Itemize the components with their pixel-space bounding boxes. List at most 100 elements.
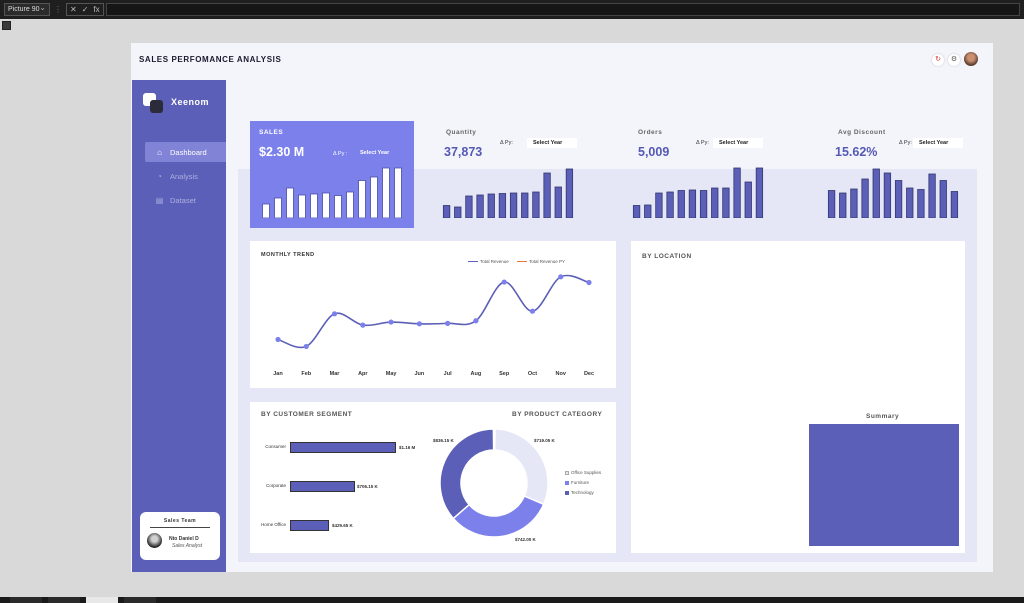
sheet-tab-analysis[interactable] [48, 597, 80, 603]
kpi-py-label: Δ Py: [899, 140, 912, 146]
chart-icon: ◔ [157, 171, 162, 181]
segment-bar[interactable] [290, 442, 396, 453]
segment-value: $1.16 M [399, 445, 416, 450]
kpi-bar [711, 187, 719, 218]
sidebar-item-label: Dashboard [170, 147, 207, 157]
kpi-bar [487, 193, 495, 218]
kpi-bar [699, 190, 708, 218]
legend-label: Technology [571, 490, 594, 495]
summary-box[interactable] [809, 424, 959, 546]
year-select[interactable]: Select Year [913, 138, 963, 148]
data-point[interactable] [360, 322, 366, 328]
kpi-bar [358, 180, 366, 218]
segment-bar[interactable] [290, 481, 355, 492]
cancel-icon[interactable]: ✕ [70, 5, 77, 14]
kpi-bar [950, 191, 959, 218]
name-box[interactable]: Picture 90 [4, 2, 50, 16]
monthly-trend-panel: MONTHLY TREND Total Revenue Total Revenu… [250, 241, 616, 388]
data-point[interactable] [303, 343, 309, 350]
dashboard-picture[interactable]: SALES PERFOMANCE ANALYSIS ↻ ⚙ Xeenom ⌂ D… [131, 43, 993, 572]
sidebar-item-dashboard[interactable]: ⌂ Dashboard [145, 142, 226, 162]
data-point[interactable] [416, 321, 422, 327]
summary-title: Summary [866, 413, 900, 420]
donut-slice[interactable] [439, 428, 495, 520]
kpi-bar [894, 180, 903, 218]
kpi-value: $2.30 M [259, 145, 305, 159]
legend-item: Technology [565, 490, 594, 495]
logo-icon [143, 93, 163, 113]
segment-label: Consumer [265, 444, 286, 449]
kpi-bar [465, 195, 473, 218]
formula-input[interactable] [105, 3, 1020, 16]
sheet-tabs [0, 597, 1024, 603]
legend-label: Furniture [571, 480, 590, 485]
sheet-tab-dataset[interactable] [10, 597, 42, 603]
kpi-card-quantity[interactable]: Quantity 37,873 Δ Py: Select Year [436, 121, 577, 228]
sidebar-item-analysis[interactable]: ◔ Analysis [145, 166, 226, 186]
kpi-value: 5,009 [638, 145, 670, 159]
kpi-bar [917, 189, 925, 218]
x-tick-label: Nov [556, 371, 567, 377]
data-point[interactable] [501, 279, 507, 285]
data-point[interactable] [586, 279, 592, 286]
sheet-tab-dashboard[interactable] [86, 597, 118, 603]
x-tick-label: Mar [330, 371, 341, 377]
gear-icon[interactable]: ⚙ [948, 54, 960, 66]
data-point[interactable] [331, 311, 338, 317]
legend-item: Total Revenue PY [517, 259, 565, 264]
data-point[interactable] [388, 319, 394, 325]
data-point[interactable] [473, 318, 479, 324]
year-select[interactable]: Select Year [354, 148, 404, 158]
kpi-bar [454, 206, 462, 218]
by-location-panel: BY LOCATION Summary [631, 241, 965, 553]
x-tick-label: May [386, 371, 398, 377]
x-tick-label: Jan [273, 371, 283, 377]
kpi-card-sales[interactable]: SALES $2.30 M Δ Py : Select Year [250, 121, 414, 228]
panel-title: BY CUSTOMER SEGMENT [261, 411, 353, 418]
dashboard-title: SALES PERFOMANCE ANALYSIS [139, 55, 282, 64]
sidebar-item-dataset[interactable]: ▤ Dataset [145, 190, 226, 210]
donut-label: $742.00 K [515, 537, 536, 542]
confirm-icon[interactable]: ✓ [81, 5, 89, 14]
legend-label: Office Supplies [571, 470, 602, 475]
kpi-py-label: Δ Py: [500, 140, 513, 146]
series-line [277, 274, 590, 349]
data-point[interactable] [275, 336, 281, 343]
year-select[interactable]: Select Year [713, 138, 763, 148]
data-point[interactable] [558, 274, 564, 280]
kpi-sparkbars [262, 167, 402, 218]
year-select[interactable]: Select Year [527, 138, 577, 148]
legend-item: Office Supplies [565, 470, 601, 475]
kpi-bar [839, 192, 847, 218]
kpi-bar [310, 193, 318, 218]
panel-title: BY LOCATION [642, 253, 692, 260]
sidebar-item-label: Dataset [170, 195, 196, 205]
legend-swatch [565, 480, 569, 485]
kpi-bar [722, 187, 730, 218]
kpi-bar [476, 194, 484, 218]
avatar[interactable] [964, 52, 978, 66]
donut-label: $836.15 K [433, 438, 454, 443]
kpi-card-avg-discount[interactable]: Avg Discount 15.62% Δ Py: Select Year [823, 121, 968, 228]
kpi-bar [554, 186, 562, 218]
select-all-icon[interactable] [2, 21, 11, 30]
refresh-icon[interactable]: ↻ [932, 54, 944, 66]
kpi-bar [262, 203, 270, 218]
kpi-bar [644, 204, 652, 218]
x-tick-label: Sep [499, 371, 510, 377]
data-point[interactable] [445, 320, 451, 326]
kpi-bar [498, 193, 507, 218]
segment-value: $706.15 K [357, 484, 378, 489]
kpi-bar [883, 172, 892, 218]
segment-bar[interactable] [290, 520, 330, 531]
legend-item: Furniture [565, 480, 589, 485]
legend-swatch [565, 470, 569, 475]
kpi-bar [286, 187, 294, 218]
legend-label: Total Revenue PY [529, 259, 566, 264]
function-icon[interactable]: fx [93, 5, 100, 14]
sheet-tab-dashboard-2[interactable] [124, 597, 156, 603]
kpi-card-orders[interactable]: Orders 5,009 Δ Py: Select Year [628, 121, 768, 228]
data-point[interactable] [529, 308, 536, 314]
x-tick-label: Apr [358, 371, 368, 377]
segment-value: $429.65 K [332, 523, 353, 528]
